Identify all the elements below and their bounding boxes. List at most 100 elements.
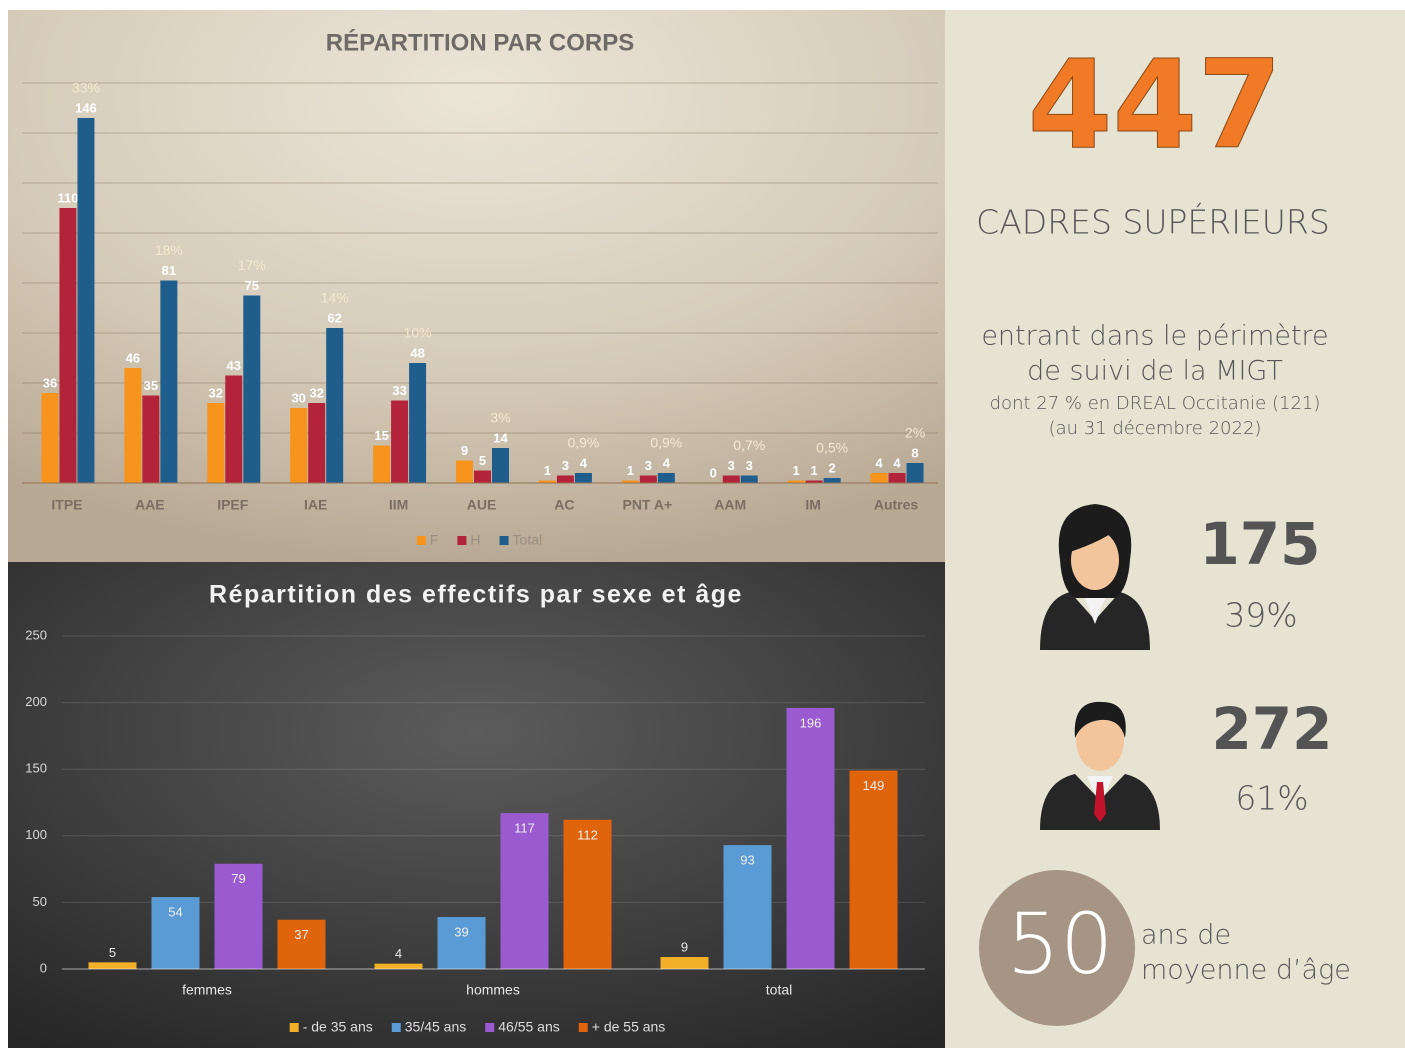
data-label: 30 bbox=[291, 390, 305, 405]
x-tick-label: ITPE bbox=[51, 497, 82, 513]
share-label: 18% bbox=[155, 242, 183, 258]
data-label: 48 bbox=[410, 345, 424, 360]
data-label: 35 bbox=[144, 378, 158, 393]
age-circle bbox=[979, 870, 1135, 1026]
chart-title: RÉPARTITION PAR CORPS bbox=[326, 28, 634, 56]
legend-swatch bbox=[416, 536, 426, 545]
data-label: 81 bbox=[162, 263, 176, 278]
y-tick-label: 100 bbox=[25, 827, 47, 842]
bar bbox=[456, 460, 473, 483]
share-label: 0,9% bbox=[650, 435, 682, 451]
y-tick-label: 150 bbox=[25, 761, 47, 776]
bar bbox=[373, 445, 391, 483]
bar bbox=[243, 295, 261, 483]
note-line: (au 31 décembre 2022) bbox=[1049, 418, 1262, 439]
bar bbox=[409, 363, 427, 483]
share-label: 0,9% bbox=[567, 435, 599, 451]
legend-label: 46/55 ans bbox=[498, 1019, 560, 1035]
bar bbox=[849, 770, 898, 969]
woman-icon bbox=[1040, 504, 1150, 650]
bar bbox=[870, 473, 888, 483]
data-label: 37 bbox=[294, 927, 308, 942]
bar bbox=[160, 280, 178, 483]
legend-label: Total bbox=[513, 532, 543, 548]
bar bbox=[391, 400, 409, 483]
bar bbox=[888, 473, 906, 483]
data-label: 112 bbox=[577, 827, 598, 842]
data-label: 4 bbox=[663, 455, 671, 470]
x-tick-label: AC bbox=[554, 497, 574, 513]
bar bbox=[639, 475, 657, 483]
legend-label: - de 35 ans bbox=[303, 1019, 373, 1035]
data-label: 8 bbox=[911, 445, 918, 460]
bar bbox=[787, 480, 805, 483]
bar bbox=[88, 962, 137, 969]
data-label: 5 bbox=[479, 453, 486, 468]
legend-swatch bbox=[289, 1023, 299, 1032]
share-label: 14% bbox=[321, 290, 349, 306]
bar bbox=[657, 473, 675, 483]
age-value: 50 bbox=[1007, 895, 1114, 993]
bar bbox=[786, 707, 835, 969]
age-text: moyenne d’âge bbox=[1141, 955, 1351, 986]
y-tick-label: 50 bbox=[33, 894, 47, 909]
panel-background bbox=[945, 10, 1405, 1048]
data-label: 4 bbox=[893, 455, 901, 470]
chart-title: Répartition des effectifs par sexe et âg… bbox=[209, 581, 743, 609]
bar bbox=[556, 475, 574, 483]
y-tick-label: 200 bbox=[25, 694, 47, 709]
data-label: 1 bbox=[811, 463, 818, 478]
legend-swatch bbox=[499, 536, 509, 545]
x-tick-label: IPEF bbox=[217, 497, 249, 513]
bar bbox=[437, 917, 486, 969]
data-label: 4 bbox=[580, 455, 588, 470]
bar bbox=[326, 328, 344, 483]
data-label: 117 bbox=[514, 821, 535, 836]
legend-swatch bbox=[485, 1023, 495, 1032]
x-tick-label: IAE bbox=[304, 497, 327, 513]
data-label: 196 bbox=[800, 715, 822, 730]
bar bbox=[621, 480, 639, 483]
legend-swatch bbox=[391, 1023, 401, 1032]
bar bbox=[492, 448, 509, 483]
men-share: 61% bbox=[1235, 779, 1308, 818]
data-label: 36 bbox=[43, 375, 57, 390]
note-line: dont 27 % en DREAL Occitanie (121) bbox=[990, 393, 1321, 414]
share-label: 17% bbox=[238, 257, 266, 273]
data-label: 54 bbox=[168, 905, 182, 920]
bar bbox=[500, 813, 549, 969]
data-label: 1 bbox=[544, 463, 551, 478]
x-tick-label: hommes bbox=[466, 982, 520, 998]
bar bbox=[660, 957, 709, 969]
women-share: 39% bbox=[1224, 596, 1297, 635]
bar bbox=[142, 395, 160, 483]
share-label: 33% bbox=[72, 80, 100, 96]
x-tick-label: total bbox=[766, 982, 792, 998]
legend-label: F bbox=[430, 532, 439, 548]
share-label: 10% bbox=[404, 325, 432, 341]
data-label: 93 bbox=[740, 853, 754, 868]
data-label: 149 bbox=[863, 778, 885, 793]
data-label: 46 bbox=[126, 350, 140, 365]
data-label: 3 bbox=[746, 458, 753, 473]
data-label: 39 bbox=[454, 924, 468, 939]
data-label: 2 bbox=[829, 460, 836, 475]
data-label: 14 bbox=[493, 430, 508, 445]
share-label: 0,5% bbox=[816, 440, 848, 456]
data-label: 79 bbox=[231, 871, 245, 886]
bar bbox=[574, 473, 592, 483]
share-label: 0,7% bbox=[733, 437, 765, 453]
legend-swatch bbox=[457, 536, 467, 545]
bar bbox=[906, 463, 924, 483]
man-icon bbox=[1040, 701, 1160, 830]
share-label: 3% bbox=[490, 410, 510, 426]
bar bbox=[723, 845, 772, 969]
age-text: ans de bbox=[1141, 920, 1231, 951]
bar bbox=[77, 118, 95, 483]
data-label: 32 bbox=[209, 385, 223, 400]
x-tick-label: PNT A+ bbox=[622, 497, 672, 513]
x-tick-label: AUE bbox=[467, 497, 497, 513]
bar bbox=[207, 403, 225, 483]
bar bbox=[308, 403, 326, 483]
